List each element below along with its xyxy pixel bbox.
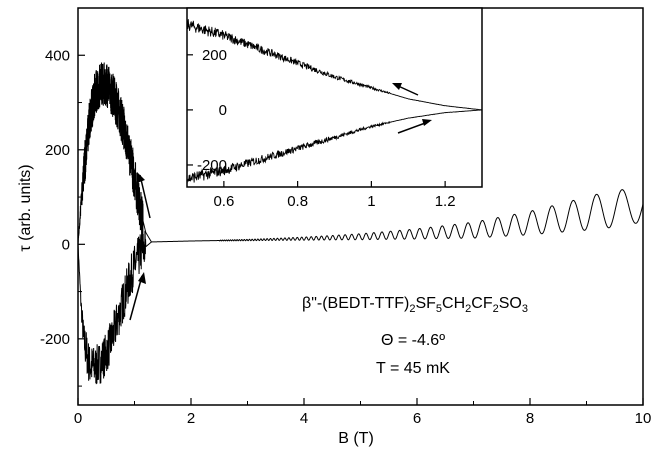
inset-axis-ticks: 0.6 0.8 1 1.2 -200 0 200 (187, 47, 456, 210)
x-tick-label: 0 (74, 410, 82, 427)
inset-series-down-sweep (186, 19, 482, 111)
x-tick-label: 6 (413, 410, 421, 427)
inset-up-arrowhead (422, 119, 432, 126)
y-axis-title: τ (arb. units) (17, 164, 34, 251)
y-tick-label: -200 (40, 331, 70, 348)
x-tick-label: 10 (635, 410, 652, 427)
x-tick-label: 2 (187, 410, 195, 427)
inset-x-tick-label: 1.2 (435, 193, 456, 210)
x-tick-label: 8 (526, 410, 534, 427)
angle-label: Θ = -4.6º (381, 332, 445, 349)
inset-plot-frame (186, 7, 483, 188)
inset-x-tick-label: 1 (367, 193, 375, 210)
sweep-up-arrow (129, 275, 143, 321)
inset-series-group (186, 19, 483, 185)
inset-series-up-sweep (186, 109, 483, 185)
inset-x-tick-label: 0.6 (213, 193, 234, 210)
y-tick-label: 0 (62, 236, 70, 253)
sweep-down-arrowhead (137, 172, 145, 183)
inset-down-arrowhead (392, 83, 402, 90)
inset-background (187, 8, 482, 187)
inset-y-tick-label: -200 (197, 157, 227, 174)
y-tick-label: 200 (45, 142, 70, 159)
x-axis-title: B (T) (338, 430, 374, 447)
x-tick-label: 4 (300, 410, 308, 427)
inset-up-arrow (397, 121, 429, 134)
sweep-down-arrow (139, 174, 151, 219)
inset-x-tick-label: 0.8 (287, 193, 308, 210)
sweep-arrows (129, 172, 151, 321)
inset-y-tick-label: 0 (219, 102, 227, 119)
inset-sweep-arrows (392, 83, 432, 134)
inset-y-tick-label: 200 (202, 47, 227, 64)
compound-formula: β"-(BEDT-TTF)2SF5CH2CF2SO3 (302, 295, 528, 315)
sweep-up-arrowhead (138, 272, 146, 284)
temperature-label: T = 45 mK (376, 360, 450, 377)
series-down-sweep (77, 62, 152, 245)
main-series-group (77, 62, 644, 385)
y-tick-label: 400 (45, 47, 70, 64)
series-up-sweep (77, 189, 644, 385)
